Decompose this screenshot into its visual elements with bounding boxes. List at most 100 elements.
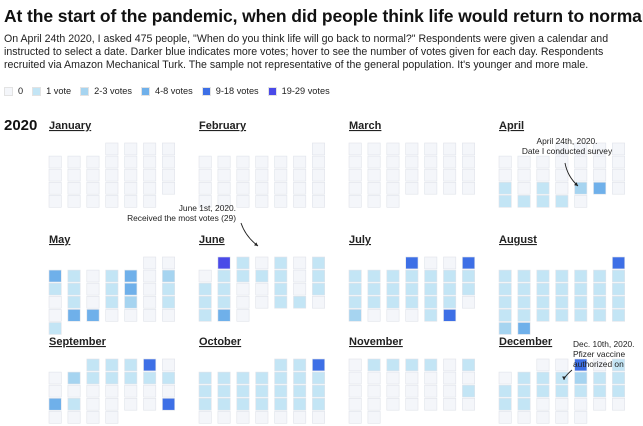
day-cell[interactable]: February 13: 0 (274, 168, 288, 182)
day-cell[interactable]: September 9: 1 (105, 371, 119, 385)
day-cell[interactable]: May 13: 1 (105, 282, 119, 296)
day-cell[interactable]: July 30: 1 (424, 309, 438, 322)
day-cell[interactable]: February 23: 0 (198, 195, 212, 208)
day-cell[interactable]: August 14: 1 (593, 282, 607, 296)
day-cell[interactable]: November 11: 0 (405, 371, 419, 385)
day-cell[interactable]: September 20: 5 (48, 397, 62, 411)
day-cell[interactable]: November 6: 0 (443, 358, 457, 372)
day-cell[interactable]: April 2: 0 (574, 142, 588, 156)
day-cell[interactable]: March 6: 0 (443, 142, 457, 156)
day-cell[interactable]: August 28: 1 (593, 309, 607, 322)
day-cell[interactable]: January 3: 0 (143, 142, 157, 156)
day-cell[interactable]: August 9: 1 (498, 282, 512, 296)
day-cell[interactable]: September 13: 0 (48, 384, 62, 398)
day-cell[interactable]: August 12: 1 (555, 282, 569, 296)
day-cell[interactable]: November 20: 0 (443, 384, 457, 398)
day-cell[interactable]: September 8: 1 (86, 371, 100, 385)
day-cell[interactable]: January 4: 0 (162, 142, 175, 156)
day-cell[interactable]: July 2: 0 (424, 256, 438, 270)
day-cell[interactable]: January 31: 0 (143, 195, 157, 208)
day-cell[interactable]: June 10: 1 (255, 269, 269, 283)
day-cell[interactable]: June 30: 0 (236, 309, 250, 322)
day-cell[interactable]: April 8: 0 (555, 155, 569, 169)
day-cell[interactable]: March 17: 0 (386, 168, 400, 182)
day-cell[interactable]: June 23: 0 (236, 295, 250, 309)
day-cell[interactable]: August 22: 1 (612, 295, 626, 309)
day-cell[interactable]: July 25: 0 (462, 295, 475, 309)
day-cell[interactable]: April 18: 0 (612, 168, 626, 182)
day-cell[interactable]: November 7: 1 (462, 358, 475, 372)
day-cell[interactable]: February 16: 0 (198, 182, 212, 195)
day-cell[interactable]: April 10: 0 (593, 155, 607, 169)
day-cell[interactable]: December 30: 0 (555, 411, 569, 424)
day-cell[interactable]: September 5: 0 (162, 358, 175, 372)
day-cell[interactable]: December 16: 1 (555, 384, 569, 398)
day-cell[interactable]: January 29: 0 (105, 195, 119, 208)
day-cell[interactable]: June 22: 1 (217, 295, 231, 309)
day-cell[interactable]: May 28: 0 (124, 309, 138, 322)
day-cell[interactable]: May 16: 1 (162, 282, 175, 296)
day-cell[interactable]: September 15: 0 (86, 384, 100, 398)
day-cell[interactable]: October 20: 1 (236, 397, 250, 411)
day-cell[interactable]: January 9: 0 (124, 155, 138, 169)
day-cell[interactable]: January 18: 0 (162, 168, 175, 182)
day-cell[interactable]: January 13: 0 (67, 168, 81, 182)
day-cell[interactable]: March 20: 0 (443, 168, 457, 182)
day-cell[interactable]: July 15: 1 (405, 282, 419, 296)
day-cell[interactable]: October 27: 0 (236, 411, 250, 424)
day-cell[interactable]: January 24: 0 (143, 182, 157, 195)
day-cell[interactable]: July 19: 1 (348, 295, 362, 309)
day-cell[interactable]: January 28: 0 (86, 195, 100, 208)
day-cell[interactable]: October 6: 1 (236, 371, 250, 385)
day-cell[interactable]: December 1: 0 (536, 358, 550, 372)
day-cell[interactable]: June 14: 1 (198, 282, 212, 296)
day-cell[interactable]: October 1: 1 (274, 358, 288, 372)
day-cell[interactable]: April 6: 0 (517, 155, 531, 169)
day-cell[interactable]: March 19: 0 (424, 168, 438, 182)
day-cell[interactable]: May 25: 4 (67, 309, 81, 322)
day-cell[interactable]: November 24: 0 (386, 397, 400, 411)
day-cell[interactable]: February 14: 0 (293, 168, 307, 182)
day-cell[interactable]: August 16: 1 (498, 295, 512, 309)
day-cell[interactable]: March 5: 0 (424, 142, 438, 156)
day-cell[interactable]: July 27: 0 (367, 309, 381, 322)
day-cell[interactable]: October 22: 1 (274, 397, 288, 411)
day-cell[interactable]: February 6: 0 (274, 155, 288, 169)
day-cell[interactable]: November 26: 0 (424, 397, 438, 411)
day-cell[interactable]: April 21: 1 (536, 182, 550, 195)
day-cell[interactable]: February 24: 0 (217, 195, 231, 208)
day-cell[interactable]: March 8: 0 (348, 155, 362, 169)
day-cell[interactable]: March 1: 0 (348, 142, 362, 156)
day-cell[interactable]: April 12: 0 (498, 168, 512, 182)
day-cell[interactable]: December 9: 1 (555, 371, 569, 385)
day-cell[interactable]: March 30: 0 (367, 195, 381, 208)
day-cell[interactable]: October 17: 1 (312, 384, 325, 398)
day-cell[interactable]: November 8: 0 (348, 371, 362, 385)
day-cell[interactable]: April 22: 0 (555, 182, 569, 195)
day-cell[interactable]: October 21: 1 (255, 397, 269, 411)
day-cell[interactable]: May 6: 1 (105, 269, 119, 283)
day-cell[interactable]: July 13: 1 (367, 282, 381, 296)
day-cell[interactable]: January 1: 0 (105, 142, 119, 156)
day-cell[interactable]: April 11: 0 (612, 155, 626, 169)
day-cell[interactable]: November 22: 0 (348, 397, 362, 411)
day-cell[interactable]: October 23: 1 (293, 397, 307, 411)
day-cell[interactable]: December 4: 0 (593, 358, 607, 372)
day-cell[interactable]: January 19: 0 (48, 182, 62, 195)
day-cell[interactable]: August 19: 1 (555, 295, 569, 309)
day-cell[interactable]: August 17: 1 (517, 295, 531, 309)
day-cell[interactable]: March 12: 0 (424, 155, 438, 169)
day-cell[interactable]: June 9: 1 (236, 269, 250, 283)
day-cell[interactable]: November 28: 0 (462, 397, 475, 411)
day-cell[interactable]: April 4: 0 (612, 142, 626, 156)
day-cell[interactable]: May 26: 6 (86, 309, 100, 322)
day-cell[interactable]: June 12: 0 (293, 269, 307, 283)
day-cell[interactable]: November 13: 0 (443, 371, 457, 385)
day-cell[interactable]: December 11: 1 (593, 371, 607, 385)
day-cell[interactable]: October 3: 9 (312, 358, 325, 372)
day-cell[interactable]: October 12: 1 (217, 384, 231, 398)
day-cell[interactable]: May 4: 1 (67, 269, 81, 283)
day-cell[interactable]: March 10: 0 (386, 155, 400, 169)
day-cell[interactable]: April 30: 0 (574, 195, 588, 208)
day-cell[interactable]: December 5: 1 (612, 358, 626, 372)
